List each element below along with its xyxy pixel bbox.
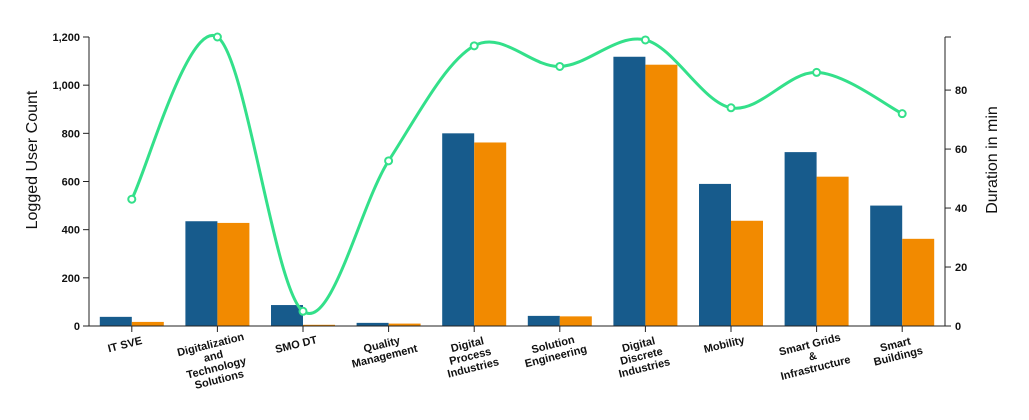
y-left-tick-label-2: 400 — [62, 225, 80, 237]
duration-point-1 — [212, 32, 222, 42]
bar-series1-0 — [99, 316, 132, 326]
x-tick-label-text-9: SmartBuildings — [870, 333, 924, 368]
bar-series2-4 — [474, 142, 507, 326]
bar-series1-1 — [185, 221, 218, 326]
x-tick-label-text-0: IT SVE — [107, 335, 144, 355]
x-tick-label-text-4: DigitalProcessIndustries — [441, 333, 501, 381]
x-tick-label-6: DigitalDiscreteIndustries — [612, 333, 672, 381]
x-tick-label-5: SolutionEngineering — [521, 332, 589, 371]
x-tick-label-text-8: Smart Grids&Infrastructure — [774, 331, 852, 383]
y-right-tick-label-4: 80 — [955, 85, 967, 97]
duration-point-3 — [384, 156, 394, 166]
x-tick-label-1: DigitalizationandTechnologySolutions — [176, 331, 254, 394]
bar-series1-9 — [870, 205, 903, 326]
bars-group — [99, 56, 935, 326]
duration-point-6 — [640, 35, 650, 45]
bar-series1-7 — [699, 183, 731, 326]
x-tick-label-line: Mobility — [703, 334, 747, 356]
duration-point-2 — [298, 306, 308, 316]
y-right-tick-label-3: 60 — [955, 144, 967, 156]
x-tick-label-8: Smart Grids&Infrastructure — [774, 331, 852, 383]
duration-point-7 — [726, 103, 736, 113]
bar-series2-9 — [902, 238, 935, 326]
duration-point-8 — [812, 67, 822, 77]
bar-series2-0 — [131, 321, 164, 326]
x-tick-label-line: IT SVE — [107, 335, 144, 355]
duration-line-0 — [130, 34, 903, 315]
y-left-tick-label-3: 600 — [62, 177, 80, 189]
bar-series1-6 — [613, 56, 646, 326]
x-tick-label-text-7: Mobility — [703, 334, 747, 356]
x-tick-label-text-2: SMO DT — [274, 334, 319, 356]
bar-series2-5 — [559, 316, 592, 326]
x-tick-label-line: & — [807, 350, 818, 364]
duration-point-9 — [897, 109, 907, 119]
bar-series2-6 — [645, 64, 678, 326]
y-left-tick-label-6: 1,200 — [52, 32, 80, 44]
bar-series2-2 — [303, 324, 335, 326]
y-right-tick-label-0: 0 — [955, 321, 961, 333]
duration-point-0 — [127, 194, 137, 204]
duration-point-5 — [555, 61, 565, 71]
duration-point-4 — [469, 41, 479, 51]
bar-series2-3 — [388, 323, 421, 326]
x-tick-label-0: IT SVE — [107, 335, 144, 355]
x-tick-label-line: SMO DT — [274, 334, 319, 356]
y-left-tick-label-5: 1,000 — [52, 80, 80, 92]
x-tick-label-line: and — [203, 349, 225, 365]
bar-series2-7 — [731, 220, 763, 326]
x-tick-label-text-6: DigitalDiscreteIndustries — [612, 333, 672, 381]
x-tick-label-9: SmartBuildings — [870, 333, 925, 368]
x-tick-label-text-3: QualityManagement — [348, 331, 419, 371]
y-axis-right-title: Duration in min — [984, 106, 1001, 214]
x-tick-label-3: QualityManagement — [348, 331, 419, 371]
y-right-tick-label-2: 40 — [955, 203, 967, 215]
x-tick-label-2: SMO DT — [274, 334, 319, 356]
y-right-tick-label-1: 20 — [955, 262, 967, 274]
bar-series1-8 — [784, 152, 817, 326]
bar-series2-1 — [217, 222, 250, 326]
bar-series2-8 — [816, 176, 849, 326]
x-tick-label-text-1: DigitalizationandTechnologySolutions — [176, 331, 254, 394]
bar-series1-4 — [442, 133, 475, 326]
y-axis-left-title: Logged User Count — [24, 90, 41, 229]
bar-series1-3 — [356, 322, 389, 326]
x-tick-label-4: DigitalProcessIndustries — [441, 333, 501, 381]
x-tick-label-7: Mobility — [703, 334, 747, 356]
y-left-tick-label-4: 800 — [62, 128, 80, 140]
y-left-tick-label-1: 200 — [62, 273, 80, 285]
bar-series1-5 — [527, 315, 560, 326]
y-left-tick-label-0: 0 — [74, 321, 80, 333]
bar-series1-2 — [271, 305, 303, 326]
x-tick-label-text-5: SolutionEngineering — [521, 332, 588, 371]
